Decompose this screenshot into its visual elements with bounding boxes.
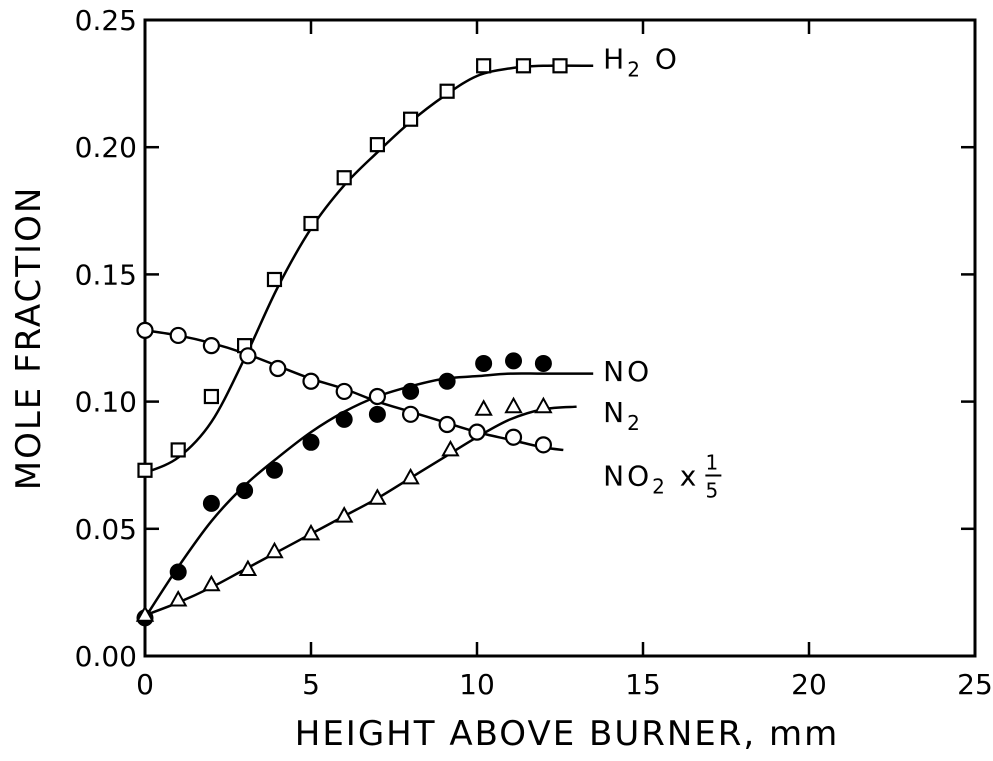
data-point — [534, 354, 552, 372]
data-point — [301, 523, 321, 541]
data-point — [202, 337, 220, 355]
data-point — [505, 352, 523, 370]
data-point — [552, 58, 568, 74]
series-label: N2 — [603, 396, 643, 435]
data-point — [137, 462, 153, 478]
plot-frame — [143, 18, 977, 658]
series-label-tail: O — [643, 42, 680, 75]
data-point — [369, 137, 385, 153]
series-label-main: N — [603, 396, 627, 429]
series-label-sub: 2 — [627, 57, 643, 81]
x-tick-label: 0 — [136, 668, 154, 701]
data-point — [269, 359, 287, 378]
data-point — [401, 467, 420, 485]
x-tick-label: 15 — [625, 668, 661, 701]
x-tick-label: 25 — [957, 668, 993, 701]
data-point — [169, 563, 187, 581]
fit-curve-1 — [143, 372, 594, 619]
series-label: NO2 x — [603, 460, 699, 499]
y-axis-title: MOLE FRACTION — [9, 186, 49, 491]
data-point — [135, 605, 155, 622]
data-point — [302, 372, 320, 390]
data-point — [265, 541, 284, 559]
series-label: H2 O — [603, 42, 680, 81]
data-point — [438, 372, 456, 390]
data-point — [136, 321, 154, 339]
y-tick-label: 0.00 — [75, 640, 137, 673]
data-point — [335, 410, 353, 428]
data-point — [534, 436, 553, 454]
data-point — [534, 396, 553, 414]
series-label-sub: 2 — [627, 411, 643, 435]
data-point — [265, 461, 283, 479]
y-tick-label: 0.25 — [75, 4, 137, 37]
data-point — [402, 405, 420, 423]
data-point — [302, 433, 320, 451]
y-tick-label: 0.05 — [75, 513, 137, 546]
data-point — [468, 423, 486, 441]
fraction-denominator: 5 — [705, 479, 721, 503]
data-point — [170, 442, 186, 458]
x-tick-label: 20 — [791, 668, 827, 701]
y-tick-label: 0.15 — [75, 258, 137, 291]
data-point — [438, 415, 456, 434]
data-point — [336, 170, 352, 186]
data-point — [266, 271, 283, 288]
data-point — [504, 396, 523, 414]
series-label-sub: 2 — [652, 475, 668, 499]
series-label-main: H — [603, 42, 627, 75]
data-point — [236, 482, 254, 500]
axis-ticks: 0 5 10 15 20 250.000.050.100.150.200.25 — [75, 4, 993, 701]
data-point — [476, 58, 492, 74]
data-point — [368, 387, 386, 406]
data-point — [239, 347, 257, 365]
data-point — [368, 405, 386, 423]
data-point — [335, 382, 353, 401]
series-label-main: NO — [603, 355, 652, 388]
y-tick-label: 0.10 — [75, 386, 137, 419]
series-label-main: NO — [603, 460, 652, 493]
data-point — [402, 382, 420, 400]
data-point — [203, 388, 219, 405]
data-point — [238, 559, 258, 577]
series-label: NO — [603, 355, 652, 388]
y-tick-label: 0.20 — [75, 131, 137, 164]
data-point — [475, 354, 493, 372]
data-point — [441, 439, 460, 457]
data-point — [202, 494, 220, 512]
data-point — [439, 83, 455, 99]
x-tick-label: 10 — [459, 668, 495, 701]
series-label-tail: x — [668, 460, 699, 493]
fraction-numerator: 1 — [705, 451, 721, 475]
x-tick-label: 5 — [302, 668, 320, 701]
x-axis-title: HEIGHT ABOVE BURNER, mm — [295, 714, 840, 754]
data-point — [368, 488, 387, 505]
data-point — [403, 111, 419, 127]
data-markers — [135, 58, 568, 627]
data-point — [515, 58, 532, 74]
data-point — [504, 428, 523, 446]
fit-curve-0 — [144, 64, 594, 474]
data-point — [474, 399, 493, 416]
data-point — [169, 326, 187, 345]
data-point — [202, 574, 221, 592]
data-point — [303, 215, 319, 232]
data-point — [169, 589, 188, 607]
data-point — [335, 506, 354, 523]
